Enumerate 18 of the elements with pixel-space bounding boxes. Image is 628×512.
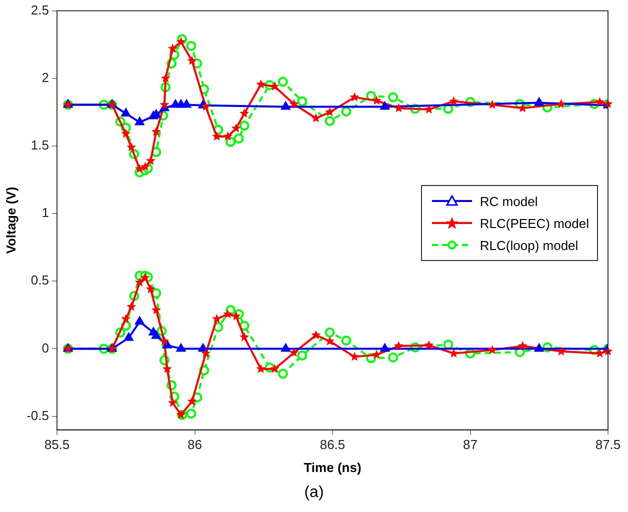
legend-label: RLC(loop) model: [480, 238, 578, 252]
y-tick-label: 2.5: [30, 2, 49, 18]
x-tick-label: 87.5: [595, 437, 621, 452]
x-tick-label: 85.5: [44, 437, 70, 452]
x-axis-title: Time (ns): [304, 460, 362, 475]
y-axis-title: Voltage (V): [3, 186, 18, 254]
y-tick-label: 2: [42, 70, 49, 85]
y-tick-label: 0: [42, 340, 49, 356]
text: (a): [303, 484, 325, 502]
y-tick-label: -0.5: [26, 408, 49, 423]
legend-label: RC model: [480, 194, 538, 208]
y-tick-label: 0.5: [30, 272, 49, 288]
y-tick-label: 1.5: [30, 138, 49, 153]
x-tick-label: 87: [463, 437, 478, 452]
legend-label: RLC(PEEC) model: [480, 216, 589, 230]
x-tick-label: 86.5: [320, 437, 346, 452]
x-tick-label: 86: [188, 437, 202, 452]
y-tick-label: 1: [42, 205, 49, 220]
